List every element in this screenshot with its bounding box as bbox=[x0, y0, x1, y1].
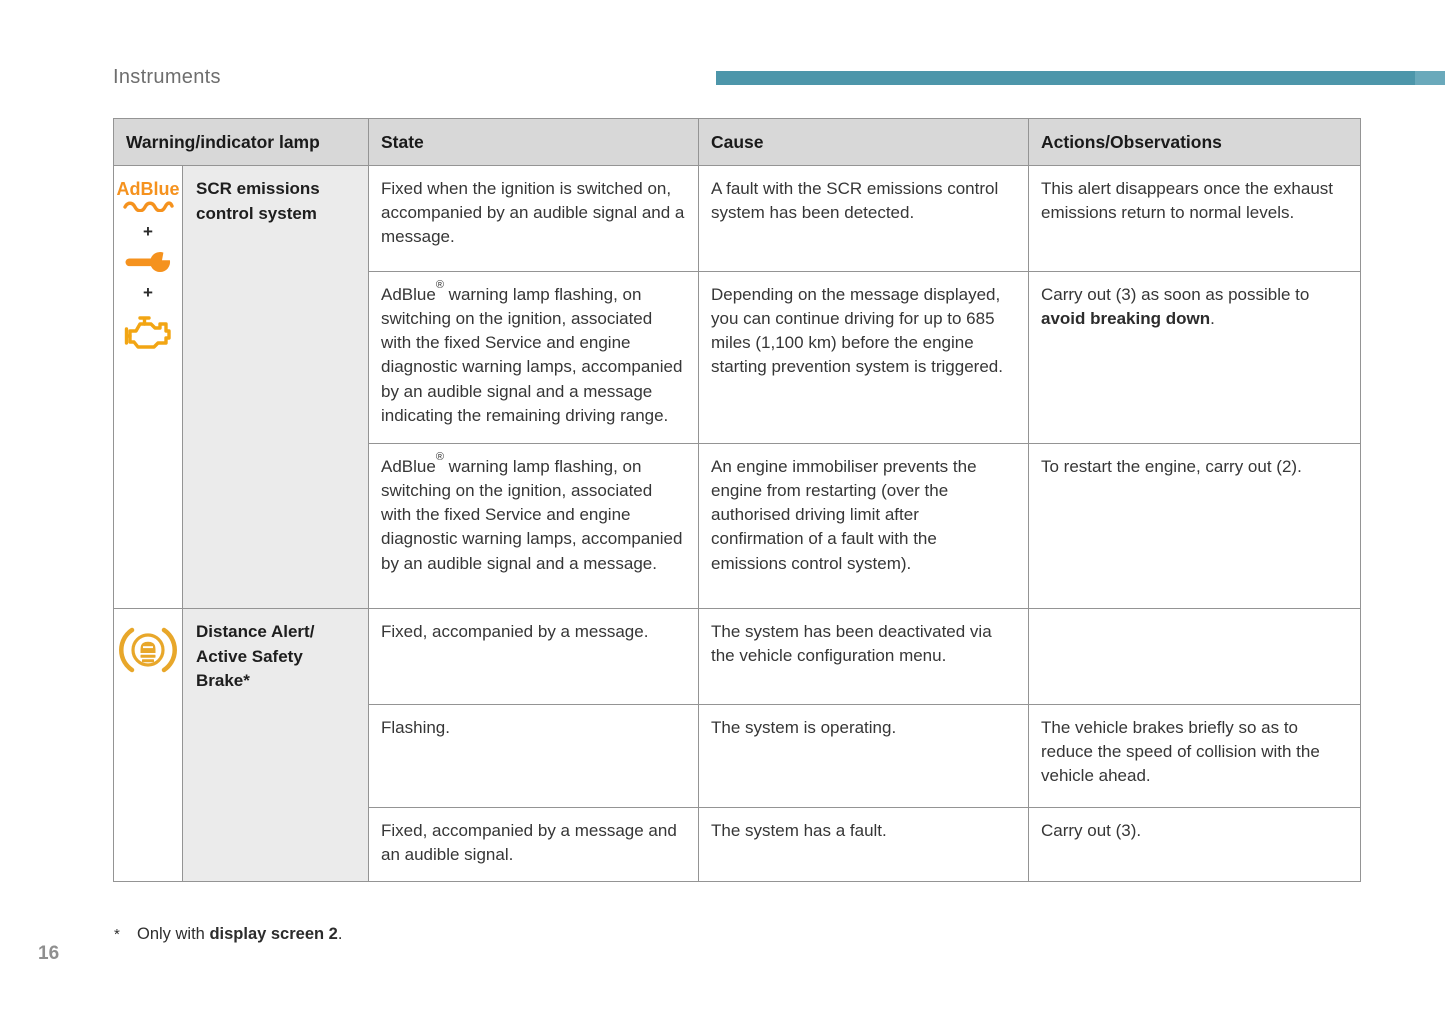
group-name: SCR emissions control system bbox=[196, 179, 320, 223]
cause-text: An engine immobiliser prevents the engin… bbox=[711, 457, 977, 573]
state-cell: AdBlue® warning lamp flashing, on switch… bbox=[368, 443, 699, 609]
state-cell: Fixed, accompanied by a message. bbox=[368, 608, 699, 705]
cause-cell: A fault with the SCR emissions control s… bbox=[698, 165, 1029, 272]
page-number: 16 bbox=[38, 943, 60, 964]
footnote-suffix: . bbox=[337, 925, 343, 943]
cause-text: A fault with the SCR emissions control s… bbox=[711, 179, 999, 223]
accent-bar-tip bbox=[1415, 71, 1445, 85]
scr-lamp-icon-cell: AdBlue + + bbox=[113, 165, 183, 609]
table-row: AdBlue® warning lamp flashing, on switch… bbox=[114, 271, 1361, 444]
actions-cell: To restart the engine, carry out (2). bbox=[1028, 443, 1361, 609]
cause-cell: The system has been deactivated via the … bbox=[698, 608, 1029, 705]
footnote: * Only with display screen 2. bbox=[114, 925, 342, 944]
registered-mark: ® bbox=[435, 451, 444, 464]
adblue-label: AdBlue bbox=[116, 179, 180, 199]
group-name-cell: Distance Alert/ Active Safety Brake* bbox=[182, 608, 369, 882]
state-text: Fixed, accompanied by a message. bbox=[381, 622, 649, 641]
actions-bold-text: avoid breaking down bbox=[1041, 309, 1211, 329]
table-row: Fixed, accompanied by a message and an a… bbox=[114, 807, 1361, 882]
service-wrench-icon bbox=[125, 251, 171, 272]
table-row: Flashing. The system is operating. The v… bbox=[114, 704, 1361, 808]
state-cell: AdBlue® warning lamp flashing, on switch… bbox=[368, 271, 699, 444]
cause-text: The system is operating. bbox=[711, 718, 897, 737]
col-header-actions: Actions/Observations bbox=[1028, 118, 1361, 166]
actions-cell: The vehicle brakes briefly so as to redu… bbox=[1028, 704, 1361, 808]
state-text: AdBlue bbox=[381, 457, 436, 476]
group-name: Distance Alert/ Active Safety Brake* bbox=[196, 622, 315, 691]
footnote-marker: * bbox=[114, 926, 120, 943]
state-text: warning lamp flashing, on switching on t… bbox=[381, 457, 683, 573]
table-row: Distance Alert/ Active Safety Brake* Fix… bbox=[113, 608, 1361, 882]
cause-cell: An engine immobiliser prevents the engin… bbox=[698, 443, 1029, 609]
adblue-warning-lamp-icon: AdBlue bbox=[116, 179, 180, 212]
table-header-row: Warning/indicator lamp State Cause Actio… bbox=[113, 118, 1361, 166]
state-cell: Fixed, accompanied by a message and an a… bbox=[368, 807, 699, 882]
engine-diagnostic-icon bbox=[124, 316, 171, 349]
actions-text: . bbox=[1210, 309, 1215, 329]
col-header-state: State bbox=[368, 118, 699, 166]
actions-cell: Carry out (3). bbox=[1028, 807, 1361, 882]
plus-sign: + bbox=[143, 282, 153, 302]
footnote-prefix: Only with bbox=[137, 925, 210, 943]
state-text: Fixed, accompanied by a message and an a… bbox=[381, 821, 677, 865]
actions-text: This alert disappears once the exhaust e… bbox=[1041, 179, 1334, 223]
state-cell: Fixed when the ignition is switched on, … bbox=[368, 165, 699, 272]
col-header-cause: Cause bbox=[698, 118, 1029, 166]
cause-text: The system has a fault. bbox=[711, 821, 887, 840]
actions-text: Carry out (3) as soon as possible to bbox=[1041, 285, 1310, 304]
plus-sign: + bbox=[143, 221, 153, 241]
cause-cell: Depending on the message displayed, you … bbox=[698, 271, 1029, 444]
actions-cell: Carry out (3) as soon as possible to avo… bbox=[1028, 271, 1361, 444]
distance-alert-icon bbox=[119, 627, 177, 673]
accent-bar bbox=[716, 71, 1445, 85]
col-header-warning-lamp: Warning/indicator lamp bbox=[113, 118, 369, 166]
footnote-bold: display screen 2 bbox=[209, 925, 338, 943]
state-text: Flashing. bbox=[381, 718, 450, 737]
footnote-text: Only with display screen 2. bbox=[137, 925, 342, 943]
cause-text: Depending on the message displayed, you … bbox=[711, 285, 1003, 377]
table-row: AdBlue + + bbox=[113, 165, 1361, 609]
actions-cell: This alert disappears once the exhaust e… bbox=[1028, 165, 1361, 272]
scr-lamp-icon-stack: AdBlue + + bbox=[116, 179, 180, 350]
actions-text: Carry out (3). bbox=[1041, 821, 1142, 840]
distance-alert-icon-cell bbox=[113, 608, 183, 882]
warning-lamps-table: Warning/indicator lamp State Cause Actio… bbox=[113, 118, 1361, 882]
page-title: Instruments bbox=[113, 66, 221, 88]
actions-cell bbox=[1028, 608, 1361, 705]
cause-cell: The system is operating. bbox=[698, 704, 1029, 808]
state-text: AdBlue bbox=[381, 285, 436, 304]
cause-text: The system has been deactivated via the … bbox=[711, 622, 992, 666]
group-name-cell: SCR emissions control system bbox=[182, 165, 369, 609]
adblue-wave-icon bbox=[122, 201, 174, 212]
cause-cell: The system has a fault. bbox=[698, 807, 1029, 882]
registered-mark: ® bbox=[435, 279, 444, 292]
state-text: Fixed when the ignition is switched on, … bbox=[381, 179, 685, 247]
actions-text: To restart the engine, carry out (2). bbox=[1041, 457, 1302, 476]
state-text: warning lamp flashing, on switching on t… bbox=[381, 285, 683, 425]
actions-text: The vehicle brakes briefly so as to redu… bbox=[1041, 718, 1320, 786]
state-cell: Flashing. bbox=[368, 704, 699, 808]
